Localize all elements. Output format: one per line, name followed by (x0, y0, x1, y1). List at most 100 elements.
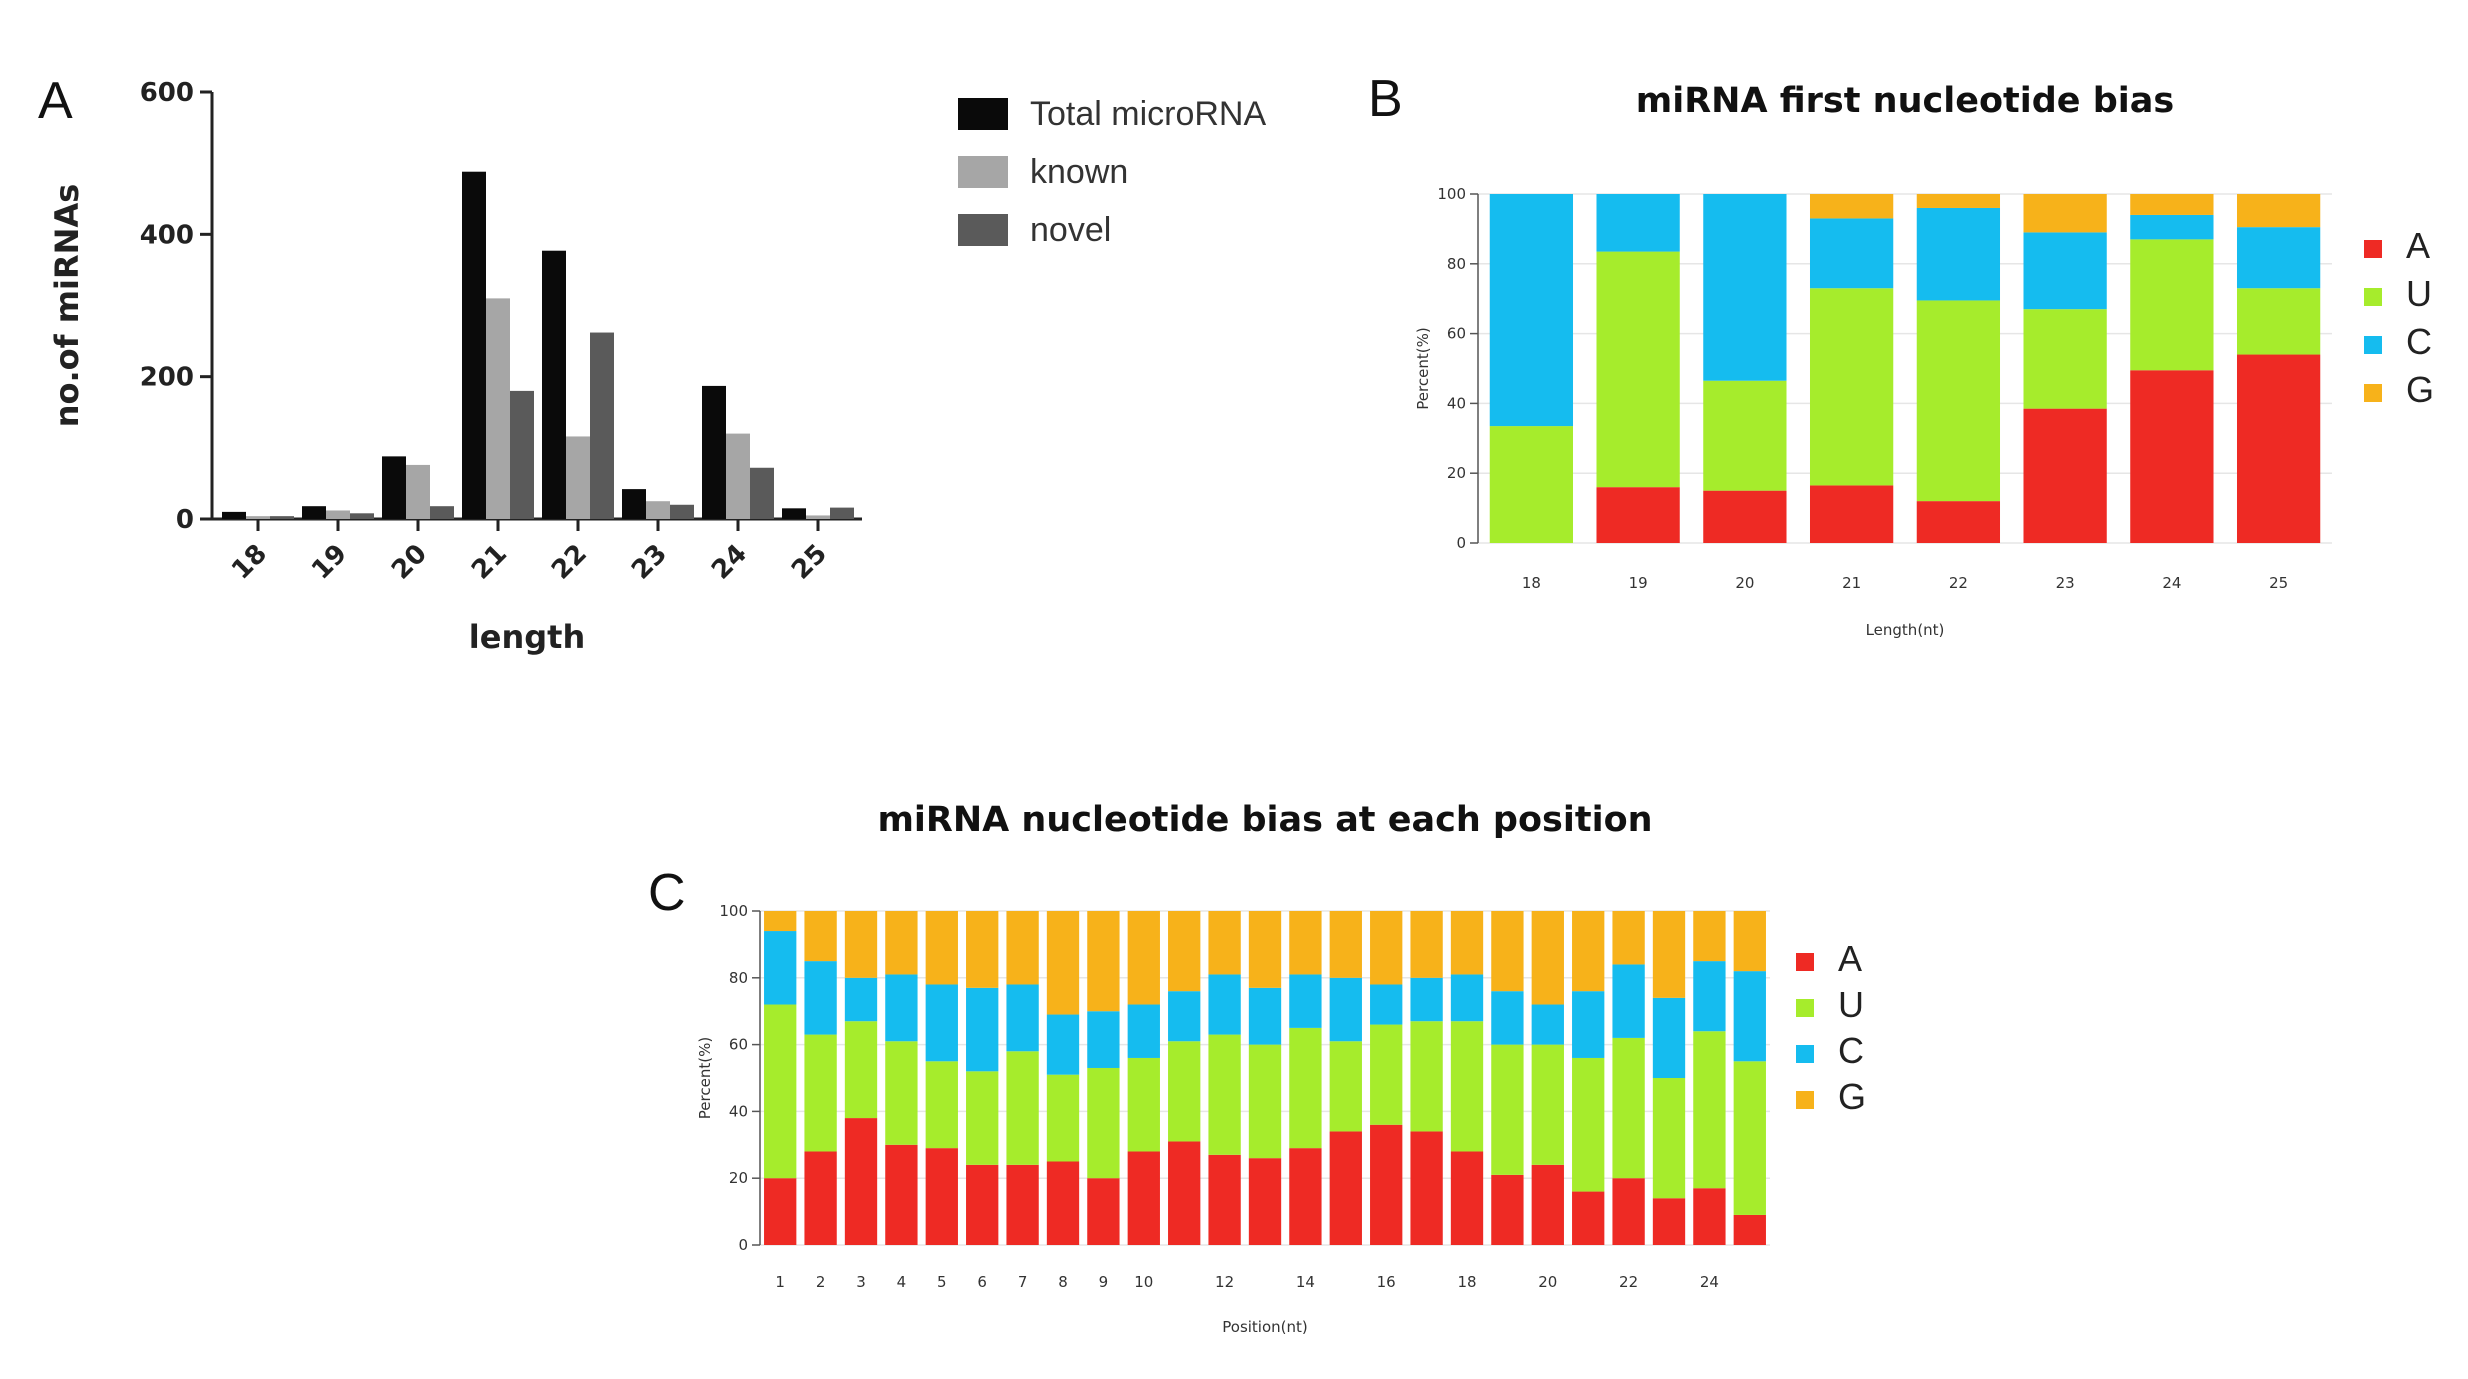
bar-segment-U-9 (1087, 1067, 1120, 1179)
y-tick-label: 40 (729, 1102, 748, 1120)
bar-segment-U-8 (1046, 1074, 1080, 1162)
bar-segment-C-3 (844, 977, 878, 1022)
bar-novel-24 (750, 467, 774, 519)
bar-segment-U-11 (1168, 1041, 1201, 1142)
bar-segment-C-23 (1652, 997, 1686, 1078)
bar-segment-C-18 (1489, 194, 1574, 427)
bar-novel-25 (830, 507, 854, 519)
legend-label-G: G (2406, 369, 2434, 410)
bar-segment-A-17 (1410, 1131, 1443, 1245)
bar-segment-C-5 (925, 984, 958, 1062)
x-tick-label: 21 (466, 539, 513, 586)
bar-segment-A-16 (1370, 1124, 1403, 1245)
bar-segment-C-7 (1006, 984, 1039, 1052)
bar-known-18 (246, 516, 270, 519)
bar-segment-U-10 (1127, 1057, 1160, 1152)
chart-c-position-nucleotide-bias: miRNA nucleotide bias at each position 0 2… (696, 800, 1866, 1336)
bar-segment-U-5 (925, 1061, 958, 1149)
bar-segment-A-21 (1809, 485, 1894, 543)
bar-novel-21 (510, 390, 534, 519)
bar-known-20 (406, 464, 430, 519)
bar-segment-A-20 (1703, 490, 1787, 543)
bar-segment-C-16 (1370, 984, 1403, 1025)
bar-segment-G-8 (1046, 911, 1080, 1015)
bar-segment-U-25 (2236, 288, 2321, 355)
x-tick-label: 20 (1538, 1273, 1557, 1291)
bar-segment-C-25 (2236, 227, 2321, 289)
bar-known-23 (646, 501, 670, 519)
bar-segment-U-23 (2023, 309, 2107, 409)
bar-segment-U-21 (1572, 1057, 1605, 1192)
x-tick-label: 21 (1842, 574, 1861, 592)
legend-label-known: known (1030, 153, 1128, 191)
bar-segment-C-22 (1612, 964, 1645, 1038)
bar-total-18 (222, 511, 246, 519)
bar-segment-G-23 (2023, 194, 2107, 233)
x-tick-label: 2 (816, 1273, 826, 1291)
bar-novel-19 (350, 513, 374, 519)
legend-swatch-known (958, 156, 1008, 188)
y-tick-label: 60 (1447, 325, 1466, 343)
bar-total-25 (782, 508, 806, 519)
bar-segment-C-6 (966, 987, 999, 1072)
bar-segment-G-18 (1450, 911, 1484, 975)
bar-segment-A-1 (764, 1178, 797, 1245)
bar-segment-C-25 (1733, 971, 1766, 1062)
bar-segment-U-22 (1612, 1037, 1645, 1179)
bar-segment-G-19 (1491, 911, 1524, 992)
bar-total-19 (302, 506, 326, 519)
bar-segment-U-2 (804, 1034, 837, 1152)
bar-segment-A-21 (1572, 1191, 1605, 1245)
y-tick-label: 0 (176, 505, 194, 535)
x-tick-label: 23 (2056, 574, 2075, 592)
bar-segment-G-6 (966, 911, 999, 988)
y-tick-label: 0 (1456, 534, 1466, 552)
x-tick-label: 25 (786, 539, 833, 586)
bar-segment-G-4 (885, 911, 918, 975)
x-tick-label: 4 (897, 1273, 907, 1291)
panel-label-c: C (648, 864, 686, 922)
x-tick-label: 10 (1134, 1273, 1153, 1291)
bar-total-24 (702, 385, 726, 519)
x-tick-label: 5 (937, 1273, 947, 1291)
bar-segment-C-13 (1248, 987, 1282, 1045)
bar-segment-C-18 (1450, 974, 1484, 1022)
bar-segment-U-19 (1596, 251, 1680, 488)
bar-segment-U-20 (1703, 380, 1787, 491)
bar-segment-U-18 (1450, 1021, 1484, 1152)
bar-known-24 (726, 433, 750, 519)
x-tick-label: 24 (1700, 1273, 1719, 1291)
legend-label-total: Total microRNA (1030, 95, 1266, 133)
x-tick-label: 19 (1629, 574, 1648, 592)
y-tick-label: 80 (1447, 255, 1466, 273)
chart-title: miRNA nucleotide bias at each position (877, 800, 1652, 840)
x-tick-label: 16 (1377, 1273, 1396, 1291)
bar-segment-C-14 (1289, 974, 1322, 1028)
y-tick-label: 100 (1437, 185, 1466, 203)
x-tick-label: 19 (306, 539, 353, 586)
y-axis-title: Percent(%) (696, 1037, 714, 1119)
bar-segment-C-24 (1693, 961, 1726, 1032)
chart-title: miRNA first nucleotide bias (1636, 81, 2175, 121)
bar-segment-C-21 (1809, 218, 1894, 289)
legend-swatch-A (2364, 240, 2382, 258)
bar-segment-G-20 (1531, 911, 1564, 1005)
panel-label-b: B (1368, 70, 1403, 128)
bar-known-25 (806, 515, 830, 519)
bar-segment-A-24 (1693, 1188, 1726, 1245)
x-tick-label: 14 (1296, 1273, 1315, 1291)
bar-segment-U-4 (885, 1041, 918, 1145)
bar-segment-U-25 (1733, 1061, 1766, 1215)
bar-segment-A-25 (1733, 1214, 1766, 1245)
bar-segment-G-24 (2130, 194, 2214, 215)
legend-swatch-novel (958, 214, 1008, 246)
bar-segment-G-16 (1370, 911, 1403, 985)
bar-segment-A-23 (2023, 408, 2107, 543)
bar-segment-U-6 (966, 1071, 999, 1165)
y-tick-label: 60 (729, 1036, 748, 1054)
legend-swatch-total (958, 98, 1008, 130)
panel-label-a: A (38, 72, 73, 130)
bar-segment-C-24 (2130, 214, 2214, 240)
bar-segment-A-10 (1127, 1151, 1160, 1245)
